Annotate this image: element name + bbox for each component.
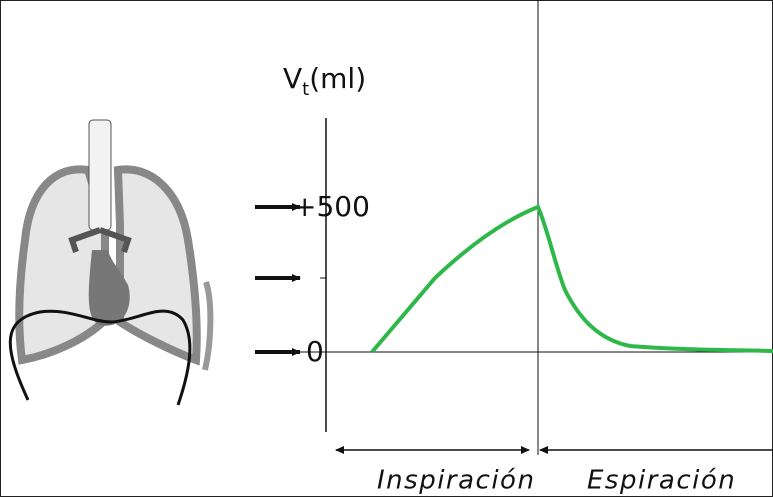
page: {"y_axis": {"symbol": "V", "subscript": … xyxy=(0,0,773,497)
y-axis-label: Vt(ml) xyxy=(283,62,366,100)
volume-curve xyxy=(372,207,773,352)
diagram: Vt(ml) +500 0 Inspiración Espiración xyxy=(0,0,773,497)
lungs-illustration xyxy=(10,120,210,405)
y-tick-label: +500 xyxy=(293,190,370,223)
phase-label: Inspiración xyxy=(377,466,535,496)
phase-label: Espiración xyxy=(587,466,736,496)
y-tick-label: 0 xyxy=(306,335,324,368)
